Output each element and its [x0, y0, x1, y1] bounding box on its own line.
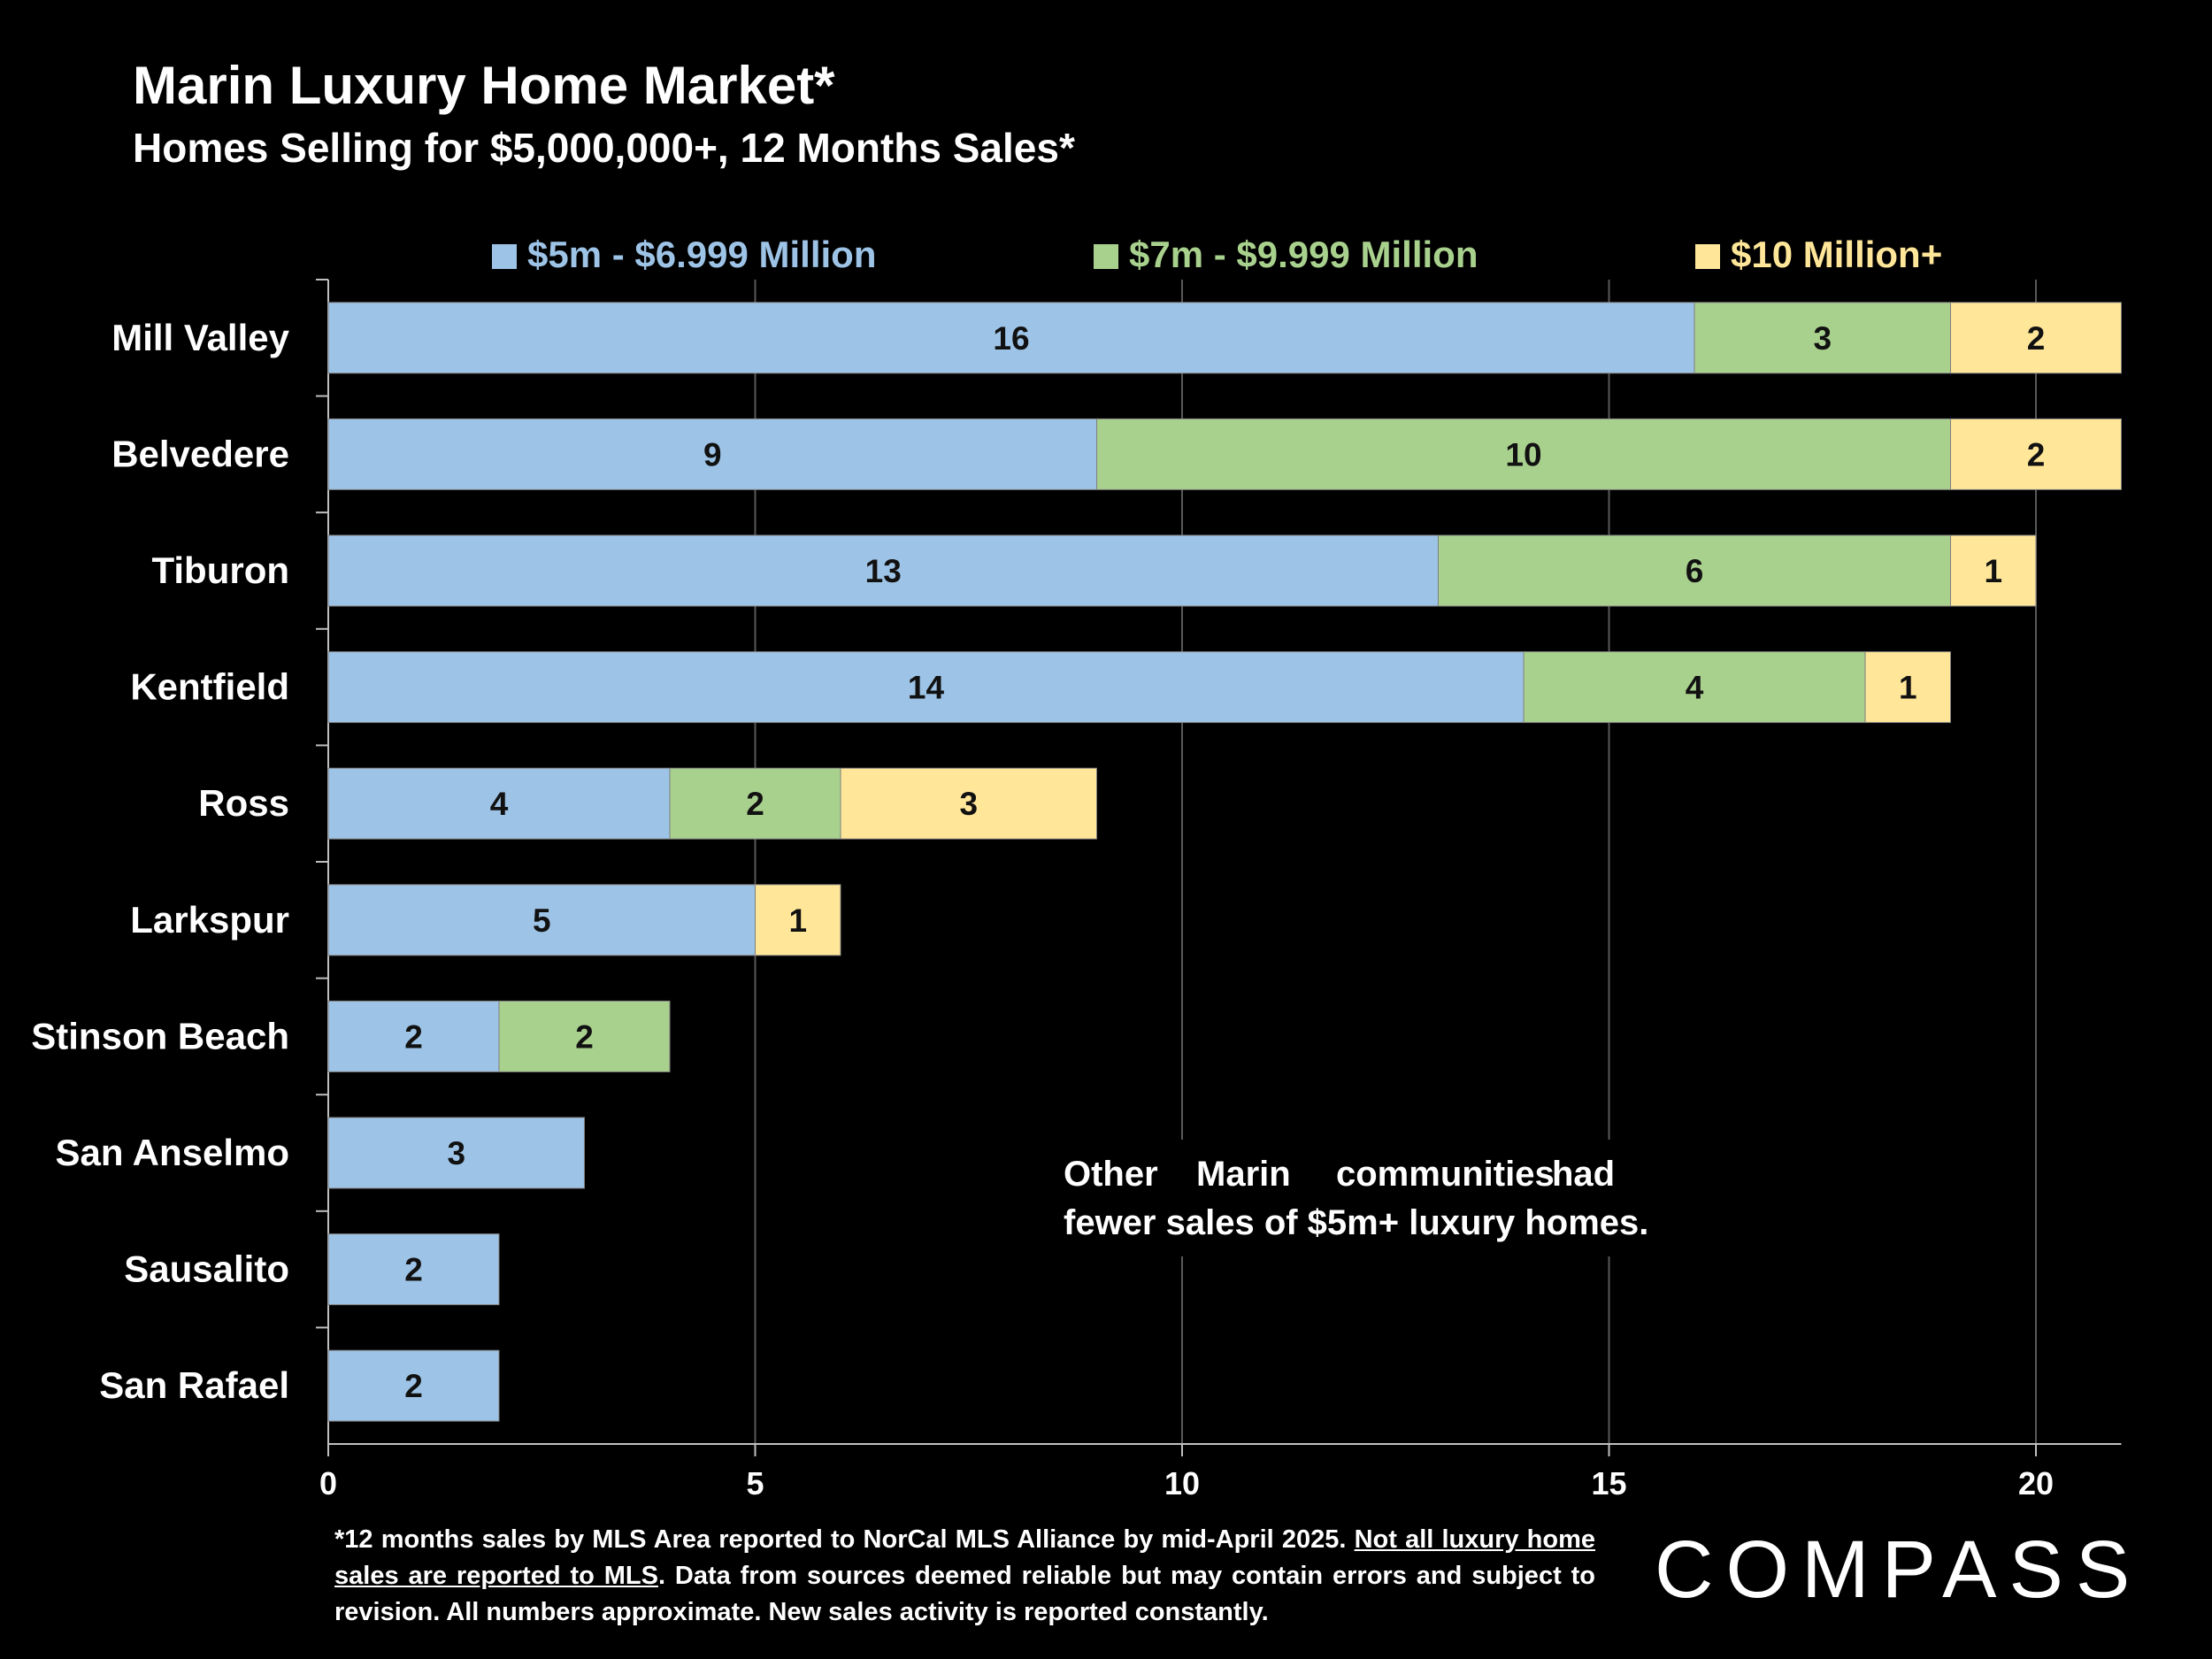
bar-segment	[1950, 534, 2037, 607]
bar-segment	[1523, 651, 1866, 724]
bar-segment	[327, 767, 671, 840]
data-label: 3	[447, 1135, 465, 1171]
data-label: 2	[575, 1018, 594, 1055]
annotation-background	[1053, 1140, 1672, 1256]
bar-segment	[1950, 302, 2122, 374]
data-label: 5	[533, 902, 551, 939]
data-label: 6	[1686, 553, 1704, 589]
x-tick-label: 15	[1591, 1465, 1626, 1502]
bar-segment	[1694, 302, 1951, 374]
legend-label: $7m - $9.999 Million	[1129, 234, 1479, 275]
bar-segment	[1864, 651, 1951, 724]
category-label: San Rafael	[99, 1364, 289, 1406]
category-label: San Anselmo	[55, 1132, 289, 1173]
category-label: Ross	[198, 782, 289, 824]
category-label: Belvedere	[111, 433, 289, 474]
compass-logo: COMPASS	[1655, 1525, 2143, 1615]
x-tick-label: 5	[746, 1465, 764, 1502]
bar-segment	[327, 418, 1097, 490]
data-label: 3	[1813, 320, 1832, 357]
bar-segment	[327, 1233, 500, 1306]
legend-swatch	[1094, 244, 1118, 269]
bar-segment	[1096, 418, 1951, 490]
legend-swatch	[1695, 244, 1720, 269]
data-label: 1	[1899, 670, 1917, 706]
bar-segment	[669, 767, 841, 840]
data-label: 9	[703, 436, 722, 472]
legend-label: $5m - $6.999 Million	[527, 234, 877, 275]
category-label: Stinson Beach	[31, 1015, 289, 1056]
data-label: 2	[2027, 436, 2046, 472]
data-label: 3	[959, 786, 978, 822]
footnote-text-end: . Data from sources deemed reliable but …	[334, 1562, 1595, 1626]
footnote-text: *12 months sales by MLS Area reported to…	[334, 1525, 1355, 1554]
data-label: 2	[404, 1368, 423, 1404]
bar-segment	[327, 651, 1525, 724]
footnote-underlined-text: Not all luxury home sales are reported t…	[334, 1525, 1595, 1590]
annotation-text-line1: Other Marin communitieshad	[1064, 1155, 1615, 1194]
bar-segment	[1950, 418, 2122, 490]
data-label: 2	[404, 1018, 423, 1055]
x-tick-label: 20	[2018, 1465, 2054, 1502]
bar-segment	[498, 1000, 671, 1072]
data-label: 2	[404, 1252, 423, 1288]
data-label: 4	[490, 786, 509, 822]
bar-segment	[327, 884, 756, 956]
category-label: Kentfield	[130, 666, 289, 708]
x-tick-label: 10	[1164, 1465, 1200, 1502]
data-label: 2	[746, 786, 764, 822]
legend-swatch	[492, 244, 517, 269]
data-label: 13	[865, 553, 902, 589]
data-label: 16	[993, 320, 1029, 357]
data-label: 1	[1984, 553, 2002, 589]
data-label: 14	[908, 670, 945, 706]
data-label: 4	[1686, 670, 1704, 706]
bar-segment	[755, 884, 841, 956]
category-label: Tiburon	[151, 549, 289, 591]
category-label: Mill Valley	[111, 317, 289, 358]
page-subtitle: Homes Selling for $5,000,000+, 12 Months…	[133, 125, 1075, 171]
data-label: 1	[788, 902, 807, 939]
data-label: 10	[1505, 436, 1541, 472]
bar-segment	[327, 302, 1695, 374]
bar-segment	[327, 1117, 585, 1189]
bar-segment	[327, 1000, 500, 1072]
data-label: 2	[2027, 320, 2046, 357]
bar-segment	[1438, 534, 1951, 607]
legend-label: $10 Million+	[1731, 234, 1942, 275]
bar-segment	[327, 1349, 500, 1422]
bar-segment	[327, 534, 1439, 607]
annotation-text-line2: fewer sales of $5m+ luxury homes.	[1064, 1203, 1648, 1242]
bar-segment	[840, 767, 1097, 840]
page-title: Marin Luxury Home Market*	[133, 56, 835, 115]
footnote: *12 months sales by MLS Area reported to…	[334, 1522, 1595, 1631]
category-label: Sausalito	[124, 1248, 289, 1290]
category-label: Larkspur	[130, 899, 289, 941]
x-tick-label: 0	[319, 1465, 337, 1502]
